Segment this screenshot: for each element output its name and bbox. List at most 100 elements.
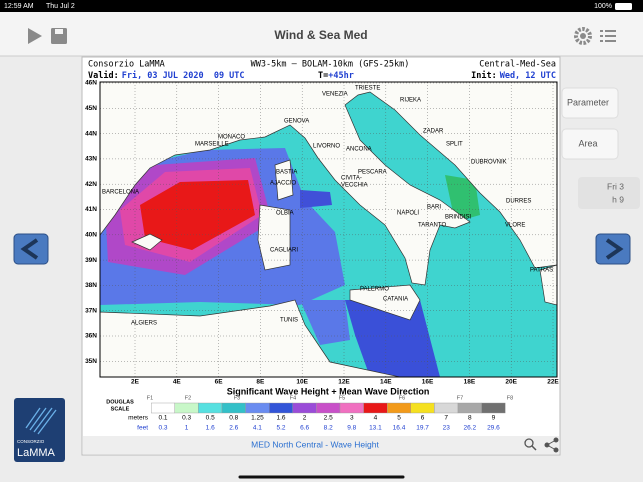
status-date: Thu Jul 2	[46, 3, 75, 10]
meters-value: 4	[374, 415, 378, 422]
valid-time: Fri, 03 JUL 2020 09 UTC	[122, 70, 245, 81]
lon-label: 20E	[505, 379, 517, 386]
color-swatch	[245, 402, 270, 414]
axes: 46N 45N 44N 43N 42N 41N 40N 39N 38N 37N 36N 35N 2E 4E…	[85, 80, 559, 386]
header-bar	[0, 12, 643, 56]
feet-value: 19.7	[416, 425, 429, 432]
logo-mark	[25, 407, 57, 435]
settings-button[interactable]	[574, 27, 592, 45]
status-time: 12:59 AM	[4, 3, 34, 10]
zoom-button[interactable]	[524, 438, 534, 448]
meters-label: meters	[128, 415, 149, 422]
place-label: BASTIA	[276, 170, 297, 176]
lat-label: 37N	[85, 307, 97, 314]
save-icon-detail	[55, 29, 63, 34]
color-swatch	[316, 402, 341, 414]
previous-button[interactable]	[13, 233, 49, 265]
place-label: TRIESTE	[355, 86, 380, 92]
feet-value: 26.2	[463, 425, 476, 432]
time-step-hour: h 9	[612, 194, 624, 204]
legend-title: Significant Wave Height + Mean Wave Dire…	[227, 386, 430, 396]
feet-value: 8.2	[324, 425, 333, 432]
force-label: F8	[507, 395, 513, 401]
color-swatch	[457, 402, 482, 414]
meters-value: 5	[397, 415, 401, 422]
wave-zone-strait	[300, 300, 350, 345]
place-label: NAPOLI	[397, 211, 419, 217]
feet-value: 1.6	[206, 425, 215, 432]
place-label: RIJEKA	[400, 98, 421, 104]
lon-label: 16E	[422, 379, 434, 386]
force-label: F4	[290, 395, 296, 401]
place-label: ALGIERS	[131, 321, 157, 327]
color-swatch	[221, 402, 246, 414]
place-label: MARSEILLE	[195, 142, 229, 148]
tab-label: Area	[578, 138, 597, 148]
meters-value: 9	[492, 415, 496, 422]
plot-frame	[99, 81, 558, 378]
lead-label: T=	[318, 71, 328, 81]
logo-line2: LaMMA	[17, 447, 56, 459]
time-step[interactable]	[578, 177, 640, 209]
lat-label: 40N	[85, 232, 97, 239]
wave-zone-tyrrhenian	[300, 190, 332, 208]
play-button[interactable]	[28, 28, 42, 44]
meters-value: 1.6	[276, 415, 285, 422]
meters-value: 1.25	[251, 415, 264, 422]
place-label: AJACCIO	[270, 181, 296, 187]
place-label: TUNIS	[280, 318, 298, 324]
place-label: CATANIA	[383, 297, 408, 303]
lon-label: 10E	[296, 379, 308, 386]
menu-button[interactable]	[600, 30, 616, 42]
place-label: CAGLIARI	[270, 248, 298, 254]
meters-value: 0.8	[229, 415, 238, 422]
feet-value: 6.6	[300, 425, 309, 432]
place-label: GENOVA	[284, 119, 309, 125]
place-label: SPLIT	[446, 142, 463, 148]
meters-value: 0.5	[206, 415, 215, 422]
color-swatch	[387, 402, 412, 414]
footer-caption: MED North Central - Wave Height	[251, 439, 379, 449]
share-button[interactable]	[544, 437, 559, 453]
color-swatch	[174, 402, 199, 414]
place-label: PATRAS	[530, 268, 553, 274]
tab-parameter[interactable]	[561, 87, 619, 119]
feet-value: 4.1	[253, 425, 262, 432]
meters-value: 0.1	[158, 415, 167, 422]
color-swatch	[269, 402, 294, 414]
feet-value: 29.6	[487, 425, 500, 432]
lon-label: 4E	[173, 379, 182, 386]
lat-label: 35N	[85, 358, 97, 365]
map-init: Init: Wed, 12 UTC	[471, 70, 556, 81]
map-valid: Valid: Fri, 03 JUL 2020 09 UTC	[88, 70, 245, 81]
lat-label: 44N	[85, 130, 97, 137]
lat-label: 42N	[85, 181, 97, 188]
lon-label: 22E	[547, 379, 559, 386]
time-step-day: Fri 3	[607, 181, 624, 191]
feet-value: 16.4	[393, 425, 406, 432]
init-label: Init:	[471, 70, 497, 81]
next-button[interactable]	[595, 233, 631, 265]
force-label: F2	[185, 395, 191, 401]
graticule	[100, 82, 557, 377]
tab-label: Parameter	[567, 97, 609, 107]
meters-value: 8	[468, 415, 472, 422]
battery-icon	[615, 3, 632, 10]
meters-value: 2	[303, 415, 307, 422]
lat-label: 39N	[85, 257, 97, 264]
color-swatch	[292, 402, 317, 414]
lon-label: 18E	[464, 379, 476, 386]
status-battery: 100%	[594, 3, 612, 10]
header-title: Wind & Sea Med	[274, 28, 367, 42]
lat-label: 41N	[85, 206, 97, 213]
lon-label: 2E	[131, 379, 140, 386]
color-swatch	[363, 402, 388, 414]
wave-zone-red	[140, 180, 255, 250]
tab-area[interactable]	[561, 128, 619, 160]
place-label: PALERMO	[360, 287, 389, 293]
map-lead: T=+45hr	[318, 71, 354, 81]
place-label: LIVORNO	[313, 144, 340, 150]
force-label: F3	[234, 395, 240, 401]
feet-value: 13.1	[369, 425, 382, 432]
